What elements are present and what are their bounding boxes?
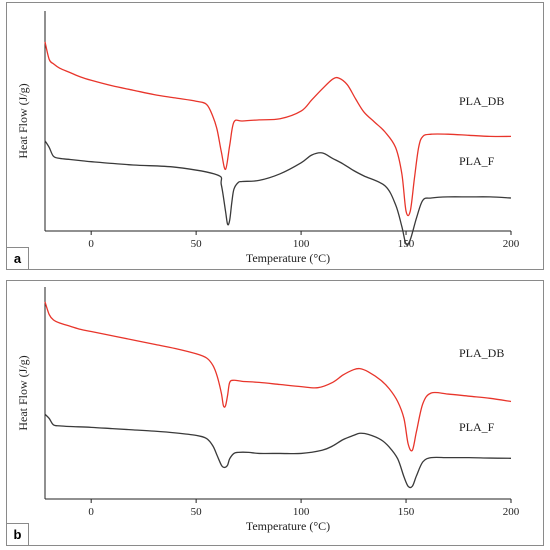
series-line-pla-f [44,140,512,246]
series-label-pla-db: PLA_DB [459,94,504,108]
x-tick-label: 50 [191,238,203,250]
y-axis-label: Heat Flow (J/g) [16,83,30,158]
panel-letter-b: b [7,523,29,545]
x-axis-label: Temperature (°C) [246,519,330,533]
x-tick-label: 100 [293,506,310,518]
series-label-pla-db: PLA_DB [459,346,504,360]
y-axis-label: Heat Flow (J/g) [16,355,30,430]
x-axis-label: Temperature (°C) [246,251,330,265]
chart-panel-b: 0 50 100 150 200 Temperature (°C) Heat Flow (J… [6,280,544,546]
series-label-pla-f: PLA_F [459,420,495,434]
series-line-pla-db [44,41,512,217]
x-tick-label: 50 [191,506,203,518]
x-tick-label: 200 [503,238,520,250]
x-tick-label: 150 [398,506,415,518]
x-tick-label: 100 [293,238,310,250]
series-line-pla-db [44,301,512,452]
x-tick-label: 200 [503,506,520,518]
chart-panel-a: 0 50 100 150 200 Temperature (°C) Heat Flow (J… [6,2,544,270]
x-tick-label: 0 [88,238,94,250]
panel-letter-a: a [7,247,29,269]
series-label-pla-f: PLA_F [459,154,495,168]
x-tick-label: 0 [88,506,94,518]
series-line-pla-f [44,413,512,489]
chart-svg-b: 0 50 100 150 200 Temperature (°C) Heat Flow (J… [16,287,520,533]
